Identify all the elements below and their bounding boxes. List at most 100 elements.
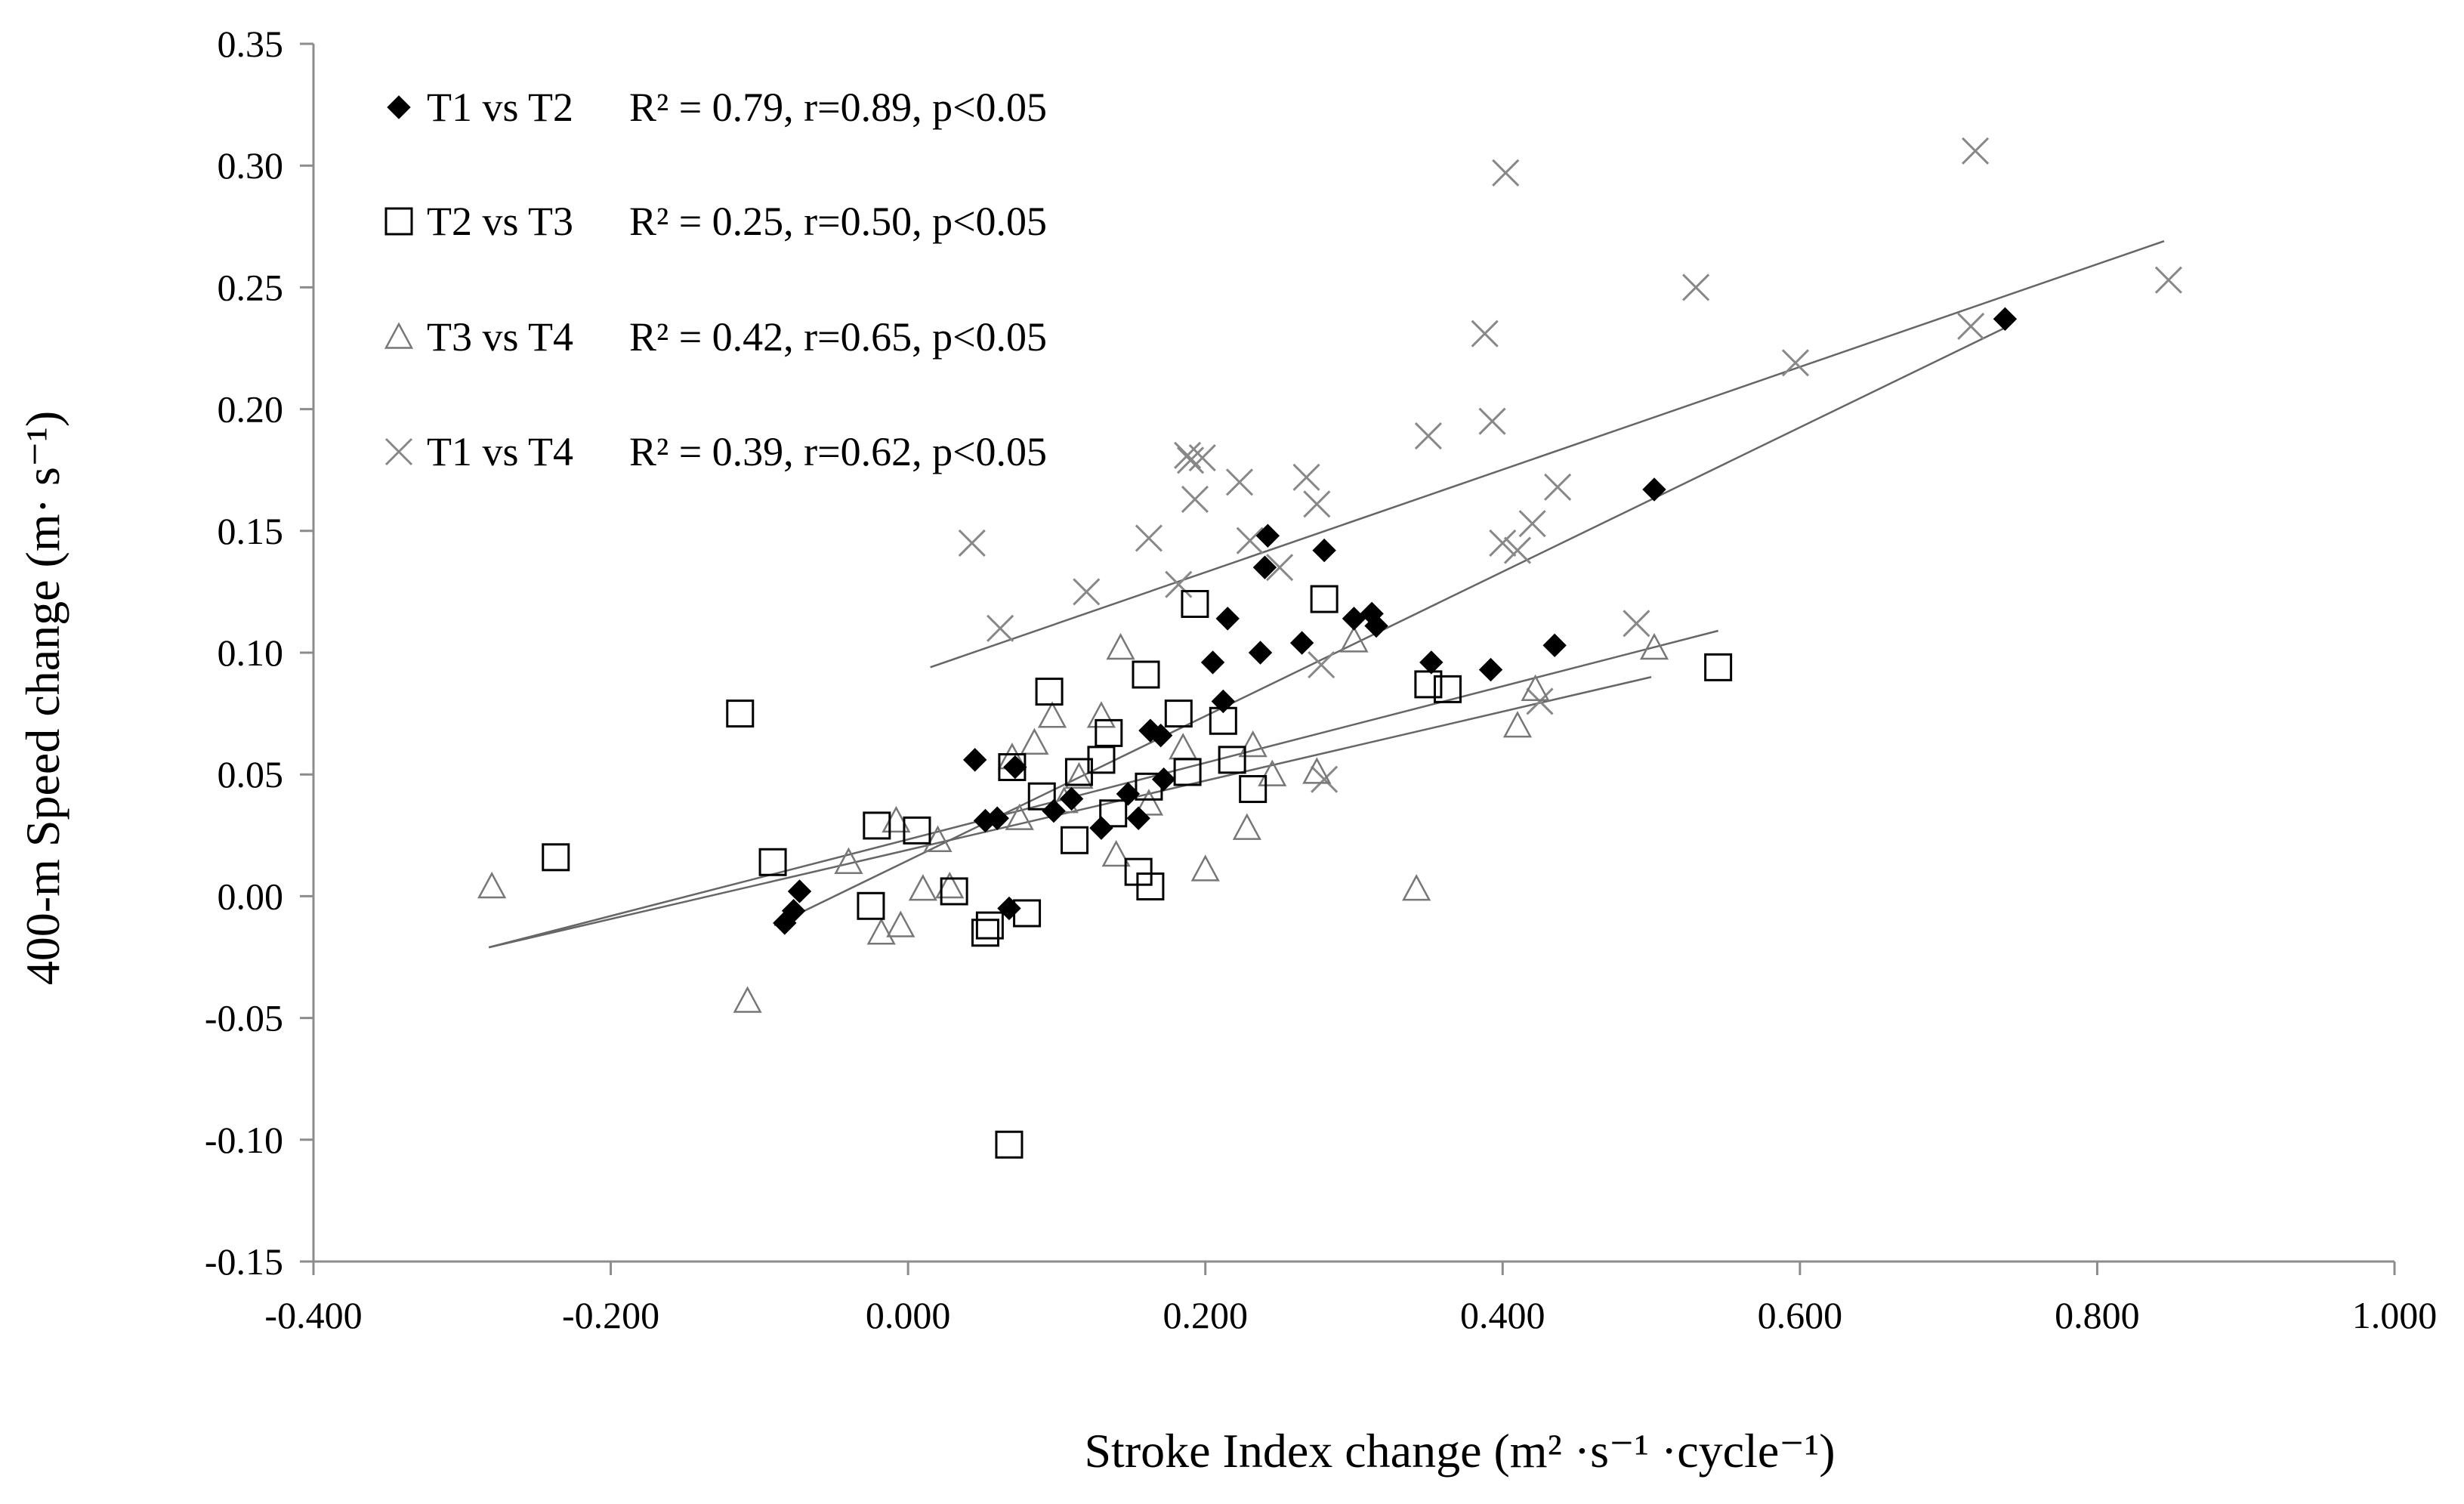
data-point xyxy=(1089,816,1113,840)
data-point xyxy=(834,847,863,874)
legend-series-name: T2 vs T3 xyxy=(427,199,573,244)
y-tick-label: 0.00 xyxy=(218,875,284,917)
data-point xyxy=(1013,899,1042,928)
data-point xyxy=(1255,523,1280,548)
data-point xyxy=(1135,524,1163,552)
data-point xyxy=(781,899,806,923)
legend-item: T3 vs T4 R² = 0.42, r=0.65, p<0.05 xyxy=(384,314,1047,360)
y-axis-title: 400-m Speed change (m· s⁻¹) xyxy=(16,411,69,985)
data-point xyxy=(1190,854,1220,882)
series-t2-vs-t3 xyxy=(542,585,1733,1159)
data-point xyxy=(1266,554,1294,582)
y-tick-label: 0.15 xyxy=(218,510,284,552)
data-point xyxy=(1252,555,1277,579)
data-point xyxy=(1704,653,1733,681)
data-point xyxy=(1248,641,1273,665)
series-t3-vs-t4 xyxy=(477,625,1669,1013)
data-point xyxy=(787,879,812,903)
trendline-t1-vs-t4 xyxy=(930,239,2165,669)
data-point xyxy=(1489,529,1517,557)
data-point xyxy=(1492,159,1520,187)
data-point xyxy=(1364,613,1388,638)
x-tick-label: 0.000 xyxy=(866,1294,951,1336)
data-point xyxy=(1258,759,1287,786)
x-tick-label: 0.800 xyxy=(2055,1294,2140,1336)
data-point xyxy=(1414,670,1443,699)
data-point xyxy=(1308,651,1335,679)
data-point xyxy=(863,811,891,840)
data-point xyxy=(940,877,968,906)
data-point xyxy=(1957,312,1985,341)
data-point xyxy=(1042,798,1066,823)
data-point xyxy=(1095,718,1123,747)
data-point xyxy=(1132,660,1160,689)
legend-marker xyxy=(384,322,414,349)
data-point xyxy=(1542,633,1567,658)
data-point xyxy=(1086,701,1116,728)
data-point xyxy=(542,843,570,872)
legend-marker xyxy=(384,207,413,236)
data-point xyxy=(758,848,787,876)
x-tick-label: -0.200 xyxy=(562,1294,659,1336)
data-point xyxy=(1303,490,1331,518)
data-point xyxy=(985,806,1009,830)
data-point xyxy=(997,896,1021,921)
x-tick-label: 0.600 xyxy=(1758,1294,1843,1336)
data-point xyxy=(1302,757,1332,784)
y-tick-label: -0.05 xyxy=(205,997,283,1039)
data-point xyxy=(857,891,885,920)
data-point xyxy=(1310,585,1339,613)
data-point xyxy=(1419,650,1444,675)
data-point xyxy=(1099,799,1128,828)
data-point xyxy=(1181,485,1209,513)
legend-marker xyxy=(387,95,411,119)
data-point xyxy=(1126,806,1150,830)
data-point xyxy=(1414,422,1442,450)
data-point xyxy=(1035,678,1064,706)
legend-item: T1 vs T4 R² = 0.39, r=0.62, p<0.05 xyxy=(384,429,1047,474)
data-point xyxy=(1232,813,1261,840)
data-point xyxy=(1503,536,1532,564)
y-tick-label: 0.25 xyxy=(218,266,284,308)
data-point xyxy=(1289,631,1314,655)
data-point xyxy=(1993,307,2018,332)
data-point xyxy=(935,871,965,899)
data-point xyxy=(1781,349,1810,377)
data-point xyxy=(1471,320,1499,347)
data-point xyxy=(1188,444,1216,472)
data-point xyxy=(1339,625,1369,653)
data-point xyxy=(1116,782,1141,806)
data-point xyxy=(886,910,916,937)
data-point xyxy=(1037,701,1067,728)
data-point xyxy=(1148,723,1173,748)
data-point xyxy=(1526,687,1554,715)
data-point xyxy=(987,614,1014,642)
series-t1-vs-t2 xyxy=(773,307,2018,935)
data-point xyxy=(1239,775,1268,804)
data-point xyxy=(1311,765,1339,793)
data-point xyxy=(1521,674,1550,702)
data-point xyxy=(1342,607,1366,631)
data-point xyxy=(1312,538,1336,563)
data-point xyxy=(1961,137,1990,165)
legend-marker xyxy=(384,437,413,466)
y-tick-label: 0.05 xyxy=(218,753,284,795)
data-points xyxy=(477,137,2182,1159)
data-point xyxy=(1003,755,1027,780)
data-point xyxy=(1200,650,1225,675)
data-point xyxy=(1238,730,1268,758)
x-tick-label: -0.400 xyxy=(264,1294,362,1336)
data-point xyxy=(1211,689,1236,714)
data-point xyxy=(975,911,1004,940)
legend-series-name: T3 vs T4 xyxy=(427,314,573,360)
data-point xyxy=(1164,699,1193,728)
y-tick-label: 0.10 xyxy=(218,632,284,674)
data-point xyxy=(1064,761,1094,789)
y-tick-label: 0.35 xyxy=(218,23,284,65)
data-point xyxy=(477,871,507,899)
data-point xyxy=(1061,826,1089,854)
data-point xyxy=(1623,610,1650,638)
data-point xyxy=(1642,477,1666,502)
